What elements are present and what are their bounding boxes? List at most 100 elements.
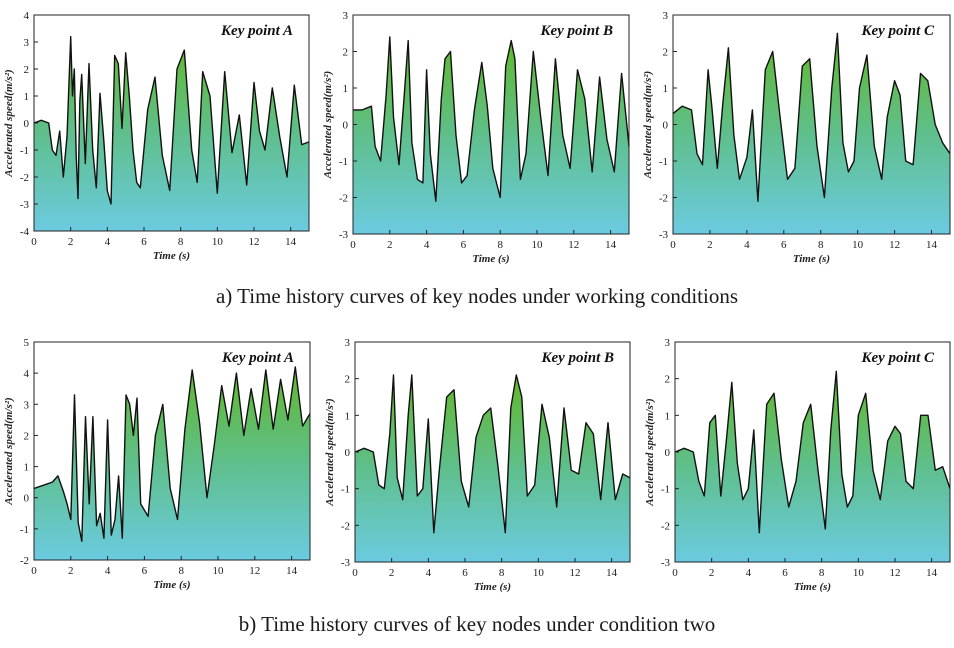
y-tick-label: 3: [663, 10, 669, 22]
x-tick-label: 8: [178, 236, 184, 248]
y-axis-label: Accelerated speed(m/s²): [3, 69, 15, 177]
y-tick-label: -2: [20, 555, 29, 567]
x-tick-label: 2: [68, 565, 74, 577]
panel-title: Key point A: [220, 23, 293, 39]
y-axis-label: Accelerated speed(m/s²): [644, 398, 656, 506]
caption-b: b) Time history curves of key nodes unde…: [238, 612, 716, 636]
panel-title: Key point A: [221, 350, 294, 366]
y-tick-label: -3: [659, 229, 669, 241]
y-tick-label: -3: [339, 229, 349, 241]
x-tick-label: 12: [890, 567, 901, 579]
area-fill-1: [34, 36, 309, 231]
x-tick-label: 6: [142, 565, 148, 577]
x-tick-label: 14: [606, 567, 618, 579]
x-axis-label: Time (s): [474, 581, 511, 593]
y-tick-label: 1: [345, 410, 351, 422]
area-fill-6: [675, 371, 950, 562]
plot-frame-4: [33, 341, 311, 561]
x-tick-label: 12: [249, 565, 260, 577]
x-tick-label: 4: [744, 239, 750, 251]
y-tick-label: 2: [345, 374, 351, 386]
y-tick-label: -1: [659, 156, 668, 168]
series-line-3: [672, 32, 951, 202]
y-tick-label: -2: [341, 520, 350, 532]
y-tick-label: -2: [661, 520, 670, 532]
y-tick-label: 2: [663, 47, 669, 59]
x-tick-label: 6: [462, 567, 468, 579]
y-tick-label: 3: [24, 399, 30, 411]
x-tick-label: 10: [212, 236, 224, 248]
y-tick-label: 1: [343, 83, 349, 95]
x-tick-label: 0: [31, 565, 37, 577]
x-axis-label: Time (s): [472, 253, 509, 265]
y-tick-label: -3: [341, 557, 351, 569]
y-tick-label: 2: [665, 374, 671, 386]
y-tick-label: 4: [24, 368, 30, 380]
x-tick-label: 14: [605, 239, 617, 251]
x-tick-label: 8: [819, 567, 825, 579]
y-tick-label: 4: [24, 10, 30, 22]
x-tick-label: 2: [709, 567, 715, 579]
x-tick-label: 2: [68, 236, 74, 248]
x-tick-label: 4: [746, 567, 752, 579]
y-tick-label: -3: [20, 199, 30, 211]
area-fill-3: [673, 33, 950, 234]
area-fill-2: [353, 36, 629, 235]
y-tick-label: 0: [345, 447, 351, 459]
y-tick-label: 0: [24, 493, 30, 505]
y-tick-label: -4: [20, 226, 30, 238]
x-tick-label: 6: [141, 236, 147, 248]
x-axis-label: Time (s): [794, 581, 831, 593]
y-tick-label: -2: [339, 193, 348, 205]
area-fill-5: [355, 375, 630, 562]
x-axis-label: Time (s): [153, 579, 190, 591]
y-axis-label: Accelerated speed(m/s²): [322, 71, 334, 179]
y-tick-label: 3: [343, 10, 349, 22]
x-tick-label: 8: [499, 567, 505, 579]
y-tick-label: 2: [24, 64, 30, 76]
y-tick-label: 3: [665, 337, 671, 349]
x-tick-label: 0: [31, 236, 37, 248]
y-tick-label: -1: [339, 156, 348, 168]
y-tick-label: -2: [20, 172, 29, 184]
y-tick-label: -1: [341, 484, 350, 496]
x-tick-label: 4: [426, 567, 432, 579]
caption-a: a) Time history curves of key nodes unde…: [215, 284, 739, 308]
x-tick-label: 8: [178, 565, 184, 577]
y-tick-label: -2: [659, 193, 668, 205]
y-tick-label: 2: [24, 430, 30, 442]
panel-title: Key point B: [540, 350, 614, 366]
x-axis-label: Time (s): [793, 253, 830, 265]
y-axis-label: Accelerated speed(m/s²): [3, 397, 15, 505]
x-tick-label: 2: [387, 239, 393, 251]
x-tick-label: 12: [570, 567, 581, 579]
y-tick-label: 1: [663, 83, 669, 95]
x-axis-label: Time (s): [153, 250, 190, 262]
x-tick-label: 14: [285, 236, 297, 248]
y-tick-label: 0: [24, 118, 30, 130]
y-tick-label: -3: [661, 557, 671, 569]
y-axis-label: Accelerated speed(m/s²): [642, 71, 654, 179]
series-line-1: [33, 35, 310, 205]
y-tick-label: 5: [24, 337, 30, 349]
series-line-4: [33, 366, 311, 542]
y-tick-label: -1: [661, 484, 670, 496]
x-tick-label: 0: [352, 567, 358, 579]
y-tick-label: 3: [24, 37, 30, 49]
x-tick-label: 2: [389, 567, 395, 579]
panel-title: Key point B: [539, 23, 613, 39]
panel-title: Key point C: [860, 23, 934, 39]
x-tick-label: 0: [670, 239, 676, 251]
x-tick-label: 12: [249, 236, 260, 248]
x-tick-label: 12: [568, 239, 579, 251]
x-tick-label: 10: [853, 567, 865, 579]
series-line-6: [674, 370, 951, 534]
y-tick-label: 3: [345, 337, 351, 349]
x-tick-label: 0: [350, 239, 356, 251]
x-tick-label: 6: [781, 239, 787, 251]
